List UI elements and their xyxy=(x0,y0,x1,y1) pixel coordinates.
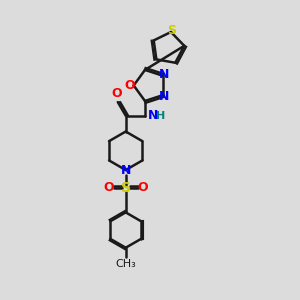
Text: N: N xyxy=(159,90,169,103)
Text: O: O xyxy=(124,79,135,92)
Text: H: H xyxy=(156,111,165,121)
Text: S: S xyxy=(168,24,177,38)
Text: CH₃: CH₃ xyxy=(115,259,136,269)
Text: S: S xyxy=(121,181,131,195)
Text: O: O xyxy=(111,87,122,100)
Text: N: N xyxy=(159,68,169,81)
Text: N: N xyxy=(121,164,131,176)
Text: O: O xyxy=(137,181,148,194)
Text: O: O xyxy=(103,181,114,194)
Text: N: N xyxy=(148,109,158,122)
